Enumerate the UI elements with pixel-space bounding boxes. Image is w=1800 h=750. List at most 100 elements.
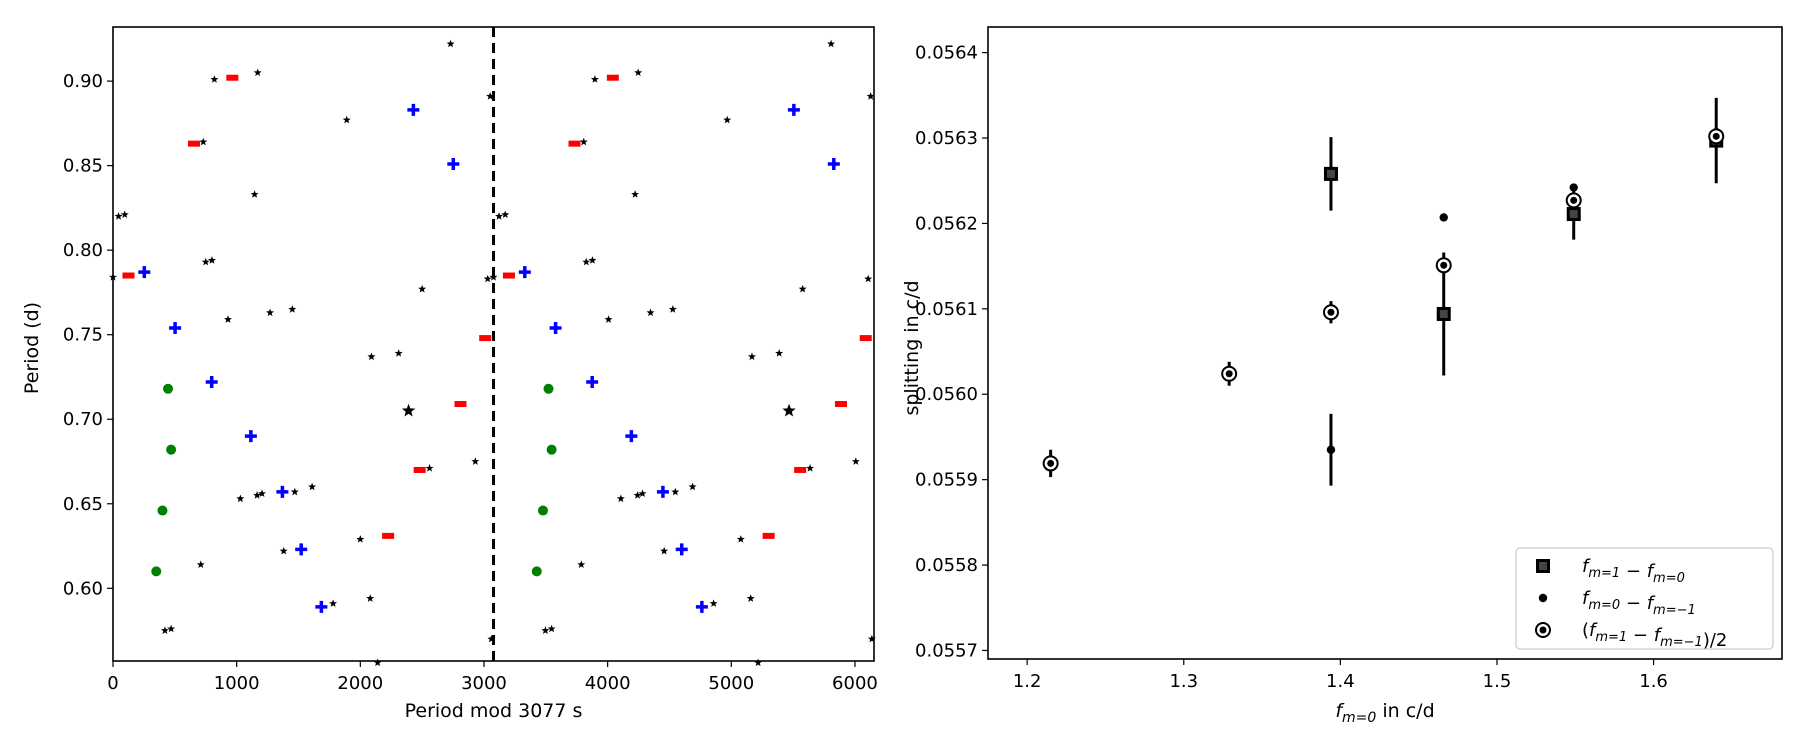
star-marker xyxy=(356,535,365,543)
star-marker xyxy=(418,284,427,293)
star-marker xyxy=(604,315,613,323)
star-marker xyxy=(201,257,210,266)
plus-marker xyxy=(549,321,562,334)
star-marker xyxy=(279,546,288,555)
star-marker xyxy=(775,349,784,357)
plus-marker xyxy=(656,485,669,498)
star-marker xyxy=(258,489,266,498)
star-marker xyxy=(471,457,480,465)
plus-marker xyxy=(787,103,800,116)
dot-marker xyxy=(157,505,168,516)
star-marker xyxy=(266,308,275,317)
small-dot-marker xyxy=(1326,445,1336,454)
right-y-tick-label: 0.0561 xyxy=(915,299,978,320)
star-marker xyxy=(851,457,860,465)
legend-label: (fm=1 − fm=−1)/2 xyxy=(1582,620,1727,651)
plus-marker xyxy=(244,430,257,443)
star-marker xyxy=(486,92,495,100)
left-x-tick-label: 5000 xyxy=(708,673,754,694)
star-marker xyxy=(646,308,655,317)
dash-marker xyxy=(413,466,426,473)
small-dot-marker xyxy=(1569,183,1578,192)
plus-marker xyxy=(447,157,460,170)
left-y-tick-label: 0.60 xyxy=(63,578,103,599)
star-marker xyxy=(616,494,625,503)
left-x-tick-label: 0 xyxy=(107,673,118,694)
star-marker xyxy=(541,626,550,634)
right-y-tick-label: 0.0562 xyxy=(915,213,978,234)
star-marker xyxy=(120,210,129,219)
dot-marker xyxy=(537,505,548,516)
dot-marker xyxy=(151,566,162,577)
right-y-tick-label: 0.0559 xyxy=(915,470,978,491)
dot-marker xyxy=(543,383,554,394)
star-marker xyxy=(723,115,732,124)
star-marker xyxy=(288,305,297,313)
circle-dot-center xyxy=(1327,308,1335,316)
right-x-axis-label: fm=0 in c/d xyxy=(1335,700,1434,726)
legend-label: fm=1 − fm=0 xyxy=(1582,556,1685,586)
left-x-tick-label: 2000 xyxy=(337,673,383,694)
square-marker-inner xyxy=(1569,210,1578,219)
star-marker xyxy=(867,634,876,643)
star-marker xyxy=(425,464,434,472)
left-panel-period-echelle: Period mod 3077 s Period (d) 0 1000 2000 30… xyxy=(21,26,878,722)
big-star-marker xyxy=(782,403,796,417)
star-marker xyxy=(798,284,807,293)
star-marker xyxy=(250,190,259,198)
right-x-tick-label: 1.6 xyxy=(1639,671,1668,692)
legend-label: fm=0 − fm=−1 xyxy=(1582,588,1696,618)
star-marker xyxy=(588,256,597,264)
star-marker xyxy=(342,115,351,124)
star-marker xyxy=(199,137,208,146)
right-x-tick-label: 1.4 xyxy=(1326,671,1355,692)
star-marker xyxy=(487,634,496,643)
star-marker xyxy=(633,491,642,499)
star-marker xyxy=(253,491,262,499)
right-panel-splitting: splitting in c/d 1.2 1.3 1.4 1.5 1.6 0.0557 0.… xyxy=(901,26,1783,726)
star-marker xyxy=(329,599,338,607)
plus-marker xyxy=(407,103,420,116)
right-plot-frame xyxy=(987,26,1783,660)
dash-marker xyxy=(606,74,619,81)
star-marker xyxy=(631,190,640,198)
star-marker xyxy=(236,494,245,503)
left-y-tick-label: 0.80 xyxy=(63,240,103,261)
left-y-axis-label: Period (d) xyxy=(21,302,43,394)
star-marker xyxy=(660,546,669,555)
plus-marker xyxy=(276,485,289,498)
star-marker xyxy=(308,482,317,491)
circle-dot-center xyxy=(1539,626,1547,634)
right-y-tick-label: 0.0557 xyxy=(915,640,978,661)
plus-marker xyxy=(586,376,599,389)
dash-marker xyxy=(568,140,581,147)
small-dot-marker xyxy=(1538,593,1548,603)
dash-marker xyxy=(479,335,492,342)
dash-marker xyxy=(382,532,395,539)
dash-marker xyxy=(454,401,467,408)
star-marker xyxy=(827,39,836,48)
dot-marker xyxy=(163,383,174,394)
circle-dot-center xyxy=(1047,459,1055,467)
circle-dot-center xyxy=(1225,370,1233,378)
star-marker xyxy=(160,626,169,634)
dash-marker xyxy=(762,532,775,539)
dot-marker xyxy=(166,444,177,455)
star-marker xyxy=(736,535,745,543)
big-star-marker xyxy=(401,403,416,417)
star-marker xyxy=(210,75,219,83)
left-x-axis-label: Period mod 3077 s xyxy=(405,700,583,722)
star-marker xyxy=(547,624,556,633)
square-marker-inner xyxy=(1326,169,1335,178)
star-marker xyxy=(253,68,262,77)
dash-marker xyxy=(122,272,135,279)
star-marker xyxy=(577,560,586,569)
star-marker xyxy=(806,464,815,472)
star-marker xyxy=(207,256,216,264)
dash-marker xyxy=(502,272,515,279)
star-marker xyxy=(366,594,375,602)
legend-box xyxy=(1515,547,1774,650)
star-marker xyxy=(373,658,382,667)
plus-marker xyxy=(138,266,151,279)
